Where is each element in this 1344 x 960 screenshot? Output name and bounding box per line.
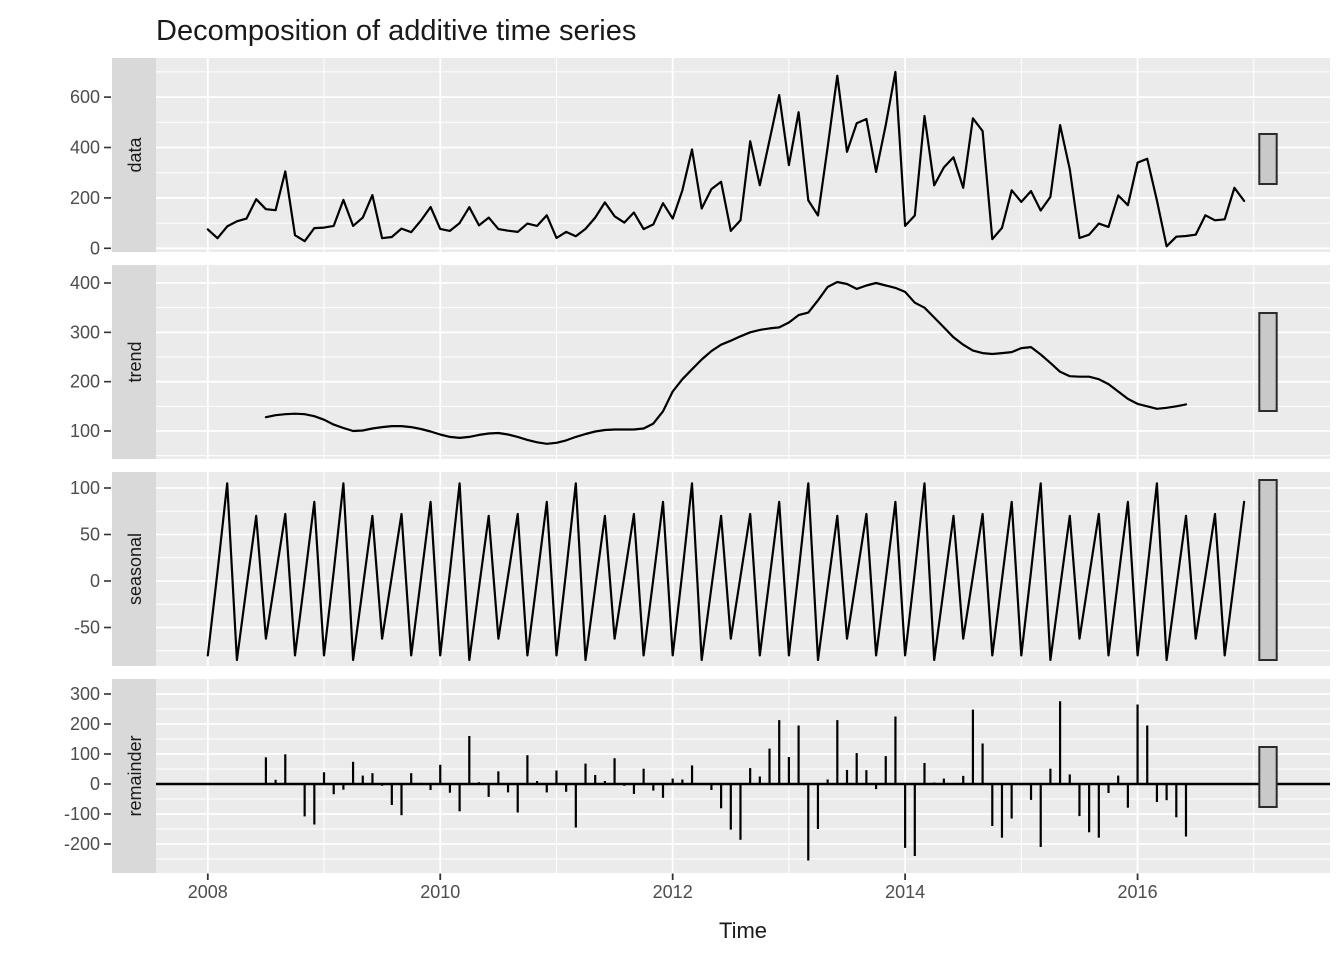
y-tick-label: 300 [70, 322, 100, 342]
facet-panels: 0 200 400 600 100 200 300 400 -50 0 50 100 -200 -100 0… [64, 58, 1330, 902]
strip-label-remainder: remainder [125, 735, 145, 816]
x-axis: 2008 2010 2012 2014 2016 [188, 873, 1158, 902]
strip-label-data: data [125, 137, 145, 173]
y-tick-label: 0 [90, 238, 100, 258]
panel-data: 0 200 400 600 [70, 58, 1330, 258]
scale-range-bar [1258, 133, 1278, 185]
seasonal-series-line [206, 482, 1246, 662]
scale-range-bar [1258, 479, 1278, 661]
strip-background [112, 679, 156, 873]
y-tick-label: 100 [70, 744, 100, 764]
panel-background [156, 265, 1330, 459]
y-tick-label: -100 [64, 804, 100, 824]
x-tick-label: 2014 [885, 882, 925, 902]
y-tick-label: 100 [70, 421, 100, 441]
strip-background [112, 472, 156, 666]
strip-background [112, 58, 156, 252]
y-tick-label: -200 [64, 834, 100, 854]
panel-background [156, 679, 1330, 873]
y-tick-label: 600 [70, 87, 100, 107]
strip-background [112, 265, 156, 459]
strip-label-trend: trend [125, 341, 145, 382]
x-tick-label: 2012 [653, 882, 693, 902]
y-tick-label: 100 [70, 478, 100, 498]
x-tick-label: 2016 [1118, 882, 1158, 902]
strip-label-seasonal: seasonal [125, 533, 145, 605]
panel-remainder: -200 -100 0 100 200 300 [64, 679, 1330, 873]
y-tick-label: 50 [80, 525, 100, 545]
y-tick-label: 0 [90, 571, 100, 591]
scale-range-bar [1258, 312, 1278, 412]
y-tick-label: 200 [70, 372, 100, 392]
y-tick-label: 300 [70, 684, 100, 704]
panel-trend: 100 200 300 400 [70, 265, 1330, 459]
scale-range-bar [1258, 746, 1278, 808]
x-tick-label: 2008 [188, 882, 228, 902]
y-tick-label: 0 [90, 774, 100, 794]
y-tick-label: -50 [74, 618, 100, 638]
chart-title: Decomposition of additive time series [156, 15, 636, 47]
x-tick-label: 2010 [420, 882, 460, 902]
y-tick-label: 400 [70, 138, 100, 158]
y-tick-label: 400 [70, 273, 100, 293]
y-tick-label: 200 [70, 188, 100, 208]
trend-series-line [264, 280, 1188, 445]
y-tick-label: 200 [70, 714, 100, 734]
panel-seasonal: -50 0 50 100 [70, 472, 1330, 666]
x-axis-title: Time [719, 918, 767, 943]
data-series-line [206, 70, 1246, 248]
facet-strips: data trend seasonal remainder [125, 137, 145, 817]
